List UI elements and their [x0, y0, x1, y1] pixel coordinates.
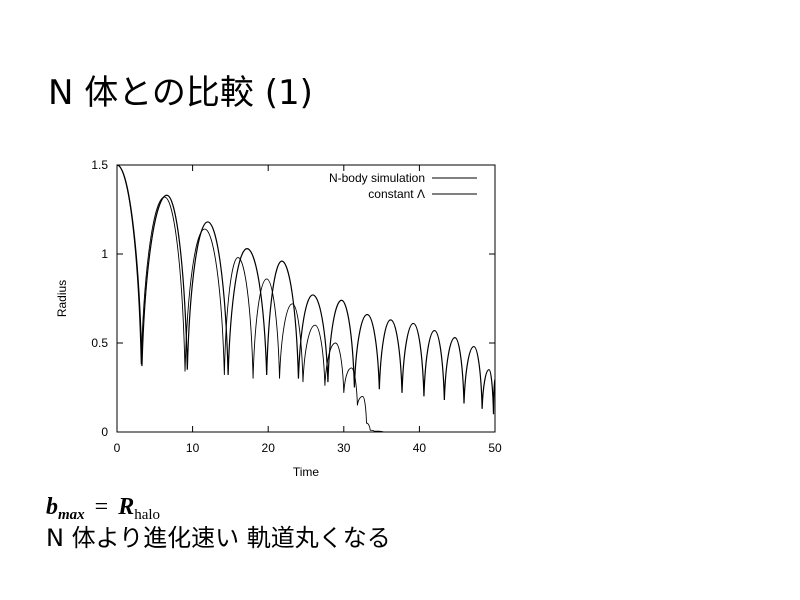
legend-label: N-body simulation [329, 171, 425, 185]
x-tick-label: 20 [262, 441, 276, 455]
y-tick-label: 0.5 [91, 336, 108, 350]
x-tick-label: 10 [186, 441, 200, 455]
formula: bmax = Rhalo [46, 494, 160, 523]
y-tick-label: 1 [101, 247, 108, 261]
formula-part: = [95, 494, 109, 520]
y-tick-label: 0 [101, 425, 108, 439]
slide-title: N 体との比較 (1) [48, 73, 313, 113]
slide-note: N 体より進化速い 軌道丸くなる [46, 524, 391, 552]
series-line [116, 164, 496, 415]
y-axis-label: Radius [55, 280, 69, 317]
x-tick-label: 50 [488, 441, 502, 455]
chart: 0 10 20 30 40 50 0 0.5 1 1.5 Time Radius N-body simu… [55, 158, 502, 479]
formula-part: R [117, 494, 134, 520]
x-axis-label: Time [293, 465, 320, 479]
plot-frame [116, 164, 496, 433]
formula-part: b [46, 494, 58, 520]
x-tick-label: 30 [337, 441, 351, 455]
y-tick-label: 1.5 [91, 158, 108, 172]
formula-part: max [58, 507, 85, 523]
formula-part: halo [134, 507, 160, 523]
x-tick-label: 0 [114, 441, 121, 455]
x-tick-label: 40 [413, 441, 427, 455]
series-line [116, 164, 385, 433]
legend-label: constant Λ [368, 187, 425, 201]
